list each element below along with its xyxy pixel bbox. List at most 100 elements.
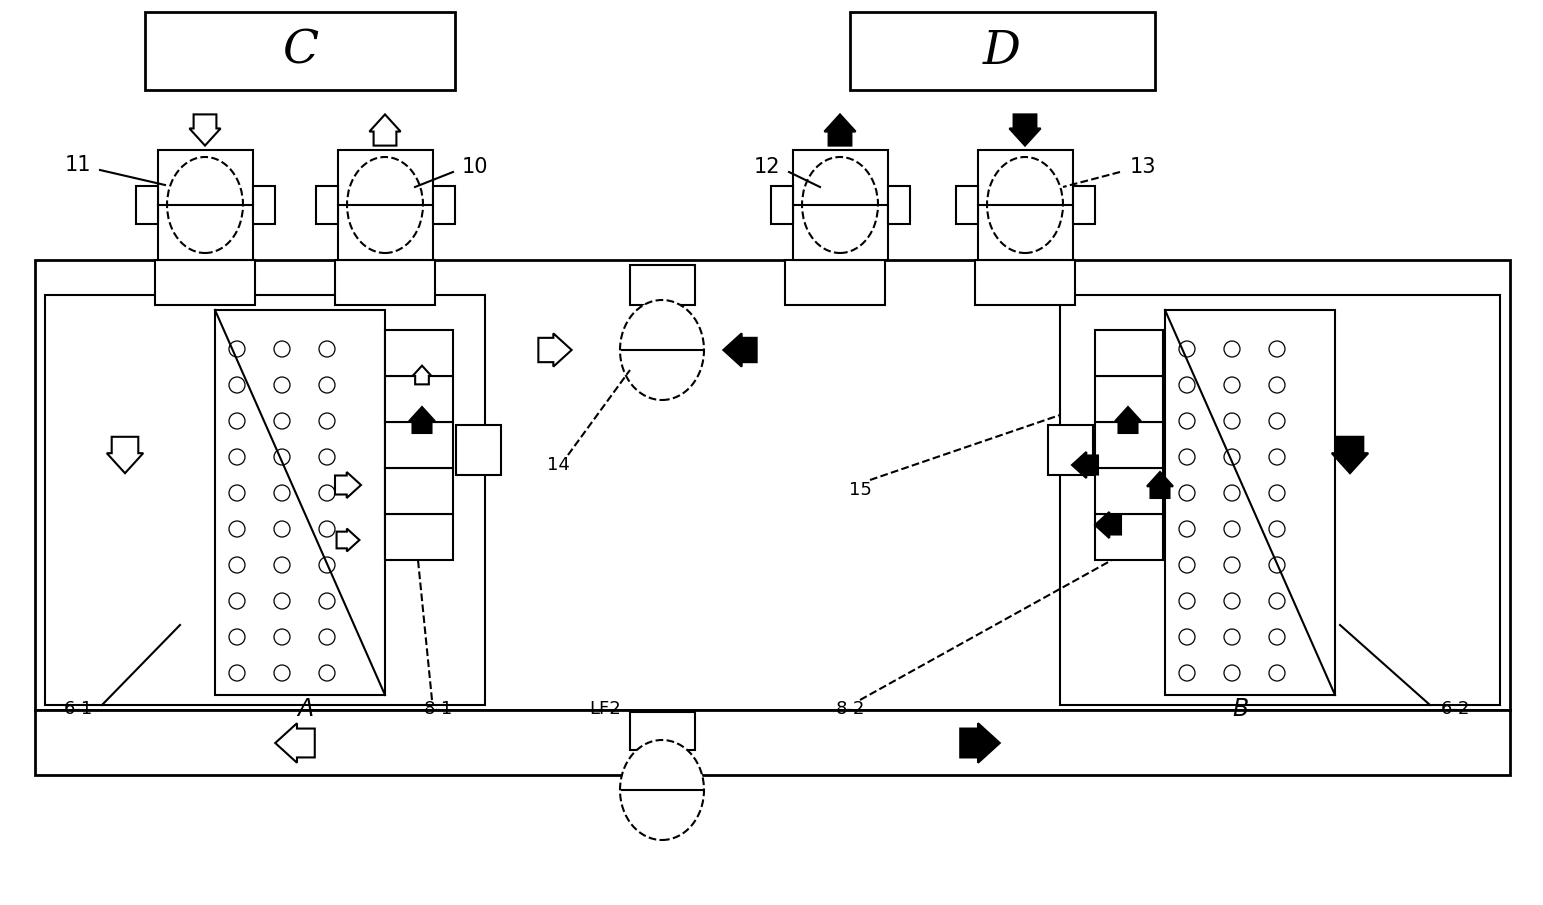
Polygon shape xyxy=(336,529,360,551)
Text: 6-1: 6-1 xyxy=(63,700,93,718)
Ellipse shape xyxy=(319,341,335,357)
Ellipse shape xyxy=(1268,557,1285,573)
Bar xyxy=(157,150,253,260)
Bar xyxy=(978,150,1072,260)
Ellipse shape xyxy=(1224,593,1241,609)
Text: D: D xyxy=(983,28,1021,73)
Ellipse shape xyxy=(1179,629,1194,645)
Text: 11: 11 xyxy=(65,155,91,175)
Ellipse shape xyxy=(1179,557,1194,573)
Bar xyxy=(434,186,455,224)
Text: 12: 12 xyxy=(753,157,781,177)
Ellipse shape xyxy=(1179,593,1194,609)
Bar xyxy=(457,425,501,475)
Bar xyxy=(386,422,454,468)
Ellipse shape xyxy=(228,449,245,465)
Bar xyxy=(386,514,454,560)
Text: 6-2: 6-2 xyxy=(1440,700,1469,718)
Bar xyxy=(1048,425,1092,475)
Text: C: C xyxy=(282,28,318,73)
Ellipse shape xyxy=(275,557,290,573)
Text: B: B xyxy=(1231,697,1248,721)
Bar xyxy=(850,12,1156,90)
Polygon shape xyxy=(409,407,435,433)
Ellipse shape xyxy=(275,449,290,465)
Ellipse shape xyxy=(347,157,423,253)
Ellipse shape xyxy=(228,593,245,609)
Polygon shape xyxy=(1332,437,1369,473)
Ellipse shape xyxy=(1224,341,1241,357)
Ellipse shape xyxy=(319,377,335,393)
Bar xyxy=(1096,376,1163,422)
Bar xyxy=(253,186,275,224)
Ellipse shape xyxy=(319,449,335,465)
Ellipse shape xyxy=(1224,485,1241,501)
Polygon shape xyxy=(1072,452,1099,478)
Ellipse shape xyxy=(228,521,245,537)
Ellipse shape xyxy=(1224,665,1241,681)
Polygon shape xyxy=(1096,512,1122,538)
Ellipse shape xyxy=(1224,413,1241,429)
Ellipse shape xyxy=(1268,413,1285,429)
Bar xyxy=(1096,330,1163,376)
Bar xyxy=(975,260,1075,305)
Bar xyxy=(316,186,338,224)
Bar xyxy=(35,260,1511,710)
Polygon shape xyxy=(106,437,143,473)
Polygon shape xyxy=(369,114,401,146)
Bar xyxy=(335,260,435,305)
Text: 10: 10 xyxy=(461,157,488,177)
Ellipse shape xyxy=(275,521,290,537)
Ellipse shape xyxy=(275,665,290,681)
Ellipse shape xyxy=(1268,341,1285,357)
Ellipse shape xyxy=(1268,377,1285,393)
Bar xyxy=(630,265,694,305)
Ellipse shape xyxy=(802,157,878,253)
Ellipse shape xyxy=(1179,449,1194,465)
Bar xyxy=(889,186,910,224)
Bar xyxy=(1096,422,1163,468)
Ellipse shape xyxy=(1224,377,1241,393)
Polygon shape xyxy=(335,472,361,498)
Ellipse shape xyxy=(228,665,245,681)
Bar xyxy=(1096,468,1163,514)
Text: 15: 15 xyxy=(849,481,872,499)
Text: LF2: LF2 xyxy=(589,700,620,718)
Ellipse shape xyxy=(228,557,245,573)
Ellipse shape xyxy=(228,413,245,429)
Bar xyxy=(386,376,454,422)
Ellipse shape xyxy=(275,341,290,357)
Text: 14: 14 xyxy=(546,456,569,474)
Ellipse shape xyxy=(1268,665,1285,681)
Ellipse shape xyxy=(319,665,335,681)
Ellipse shape xyxy=(275,629,290,645)
Ellipse shape xyxy=(1179,413,1194,429)
Ellipse shape xyxy=(319,557,335,573)
Bar xyxy=(45,295,485,705)
Ellipse shape xyxy=(1224,629,1241,645)
Bar xyxy=(785,260,886,305)
Text: 13: 13 xyxy=(1129,157,1156,177)
Ellipse shape xyxy=(228,485,245,501)
Ellipse shape xyxy=(228,377,245,393)
Bar xyxy=(1060,295,1500,705)
Bar xyxy=(630,712,694,750)
Polygon shape xyxy=(1146,472,1173,498)
Ellipse shape xyxy=(1224,557,1241,573)
Polygon shape xyxy=(960,723,1000,763)
Ellipse shape xyxy=(1268,593,1285,609)
Bar xyxy=(214,310,386,695)
Ellipse shape xyxy=(1179,665,1194,681)
Ellipse shape xyxy=(319,521,335,537)
Ellipse shape xyxy=(319,629,335,645)
Polygon shape xyxy=(190,114,221,146)
Polygon shape xyxy=(275,723,315,763)
Bar xyxy=(35,710,1511,775)
Ellipse shape xyxy=(1224,521,1241,537)
Polygon shape xyxy=(1009,114,1040,146)
Ellipse shape xyxy=(228,341,245,357)
Bar xyxy=(386,468,454,514)
Ellipse shape xyxy=(988,157,1063,253)
Ellipse shape xyxy=(1268,629,1285,645)
Ellipse shape xyxy=(228,629,245,645)
